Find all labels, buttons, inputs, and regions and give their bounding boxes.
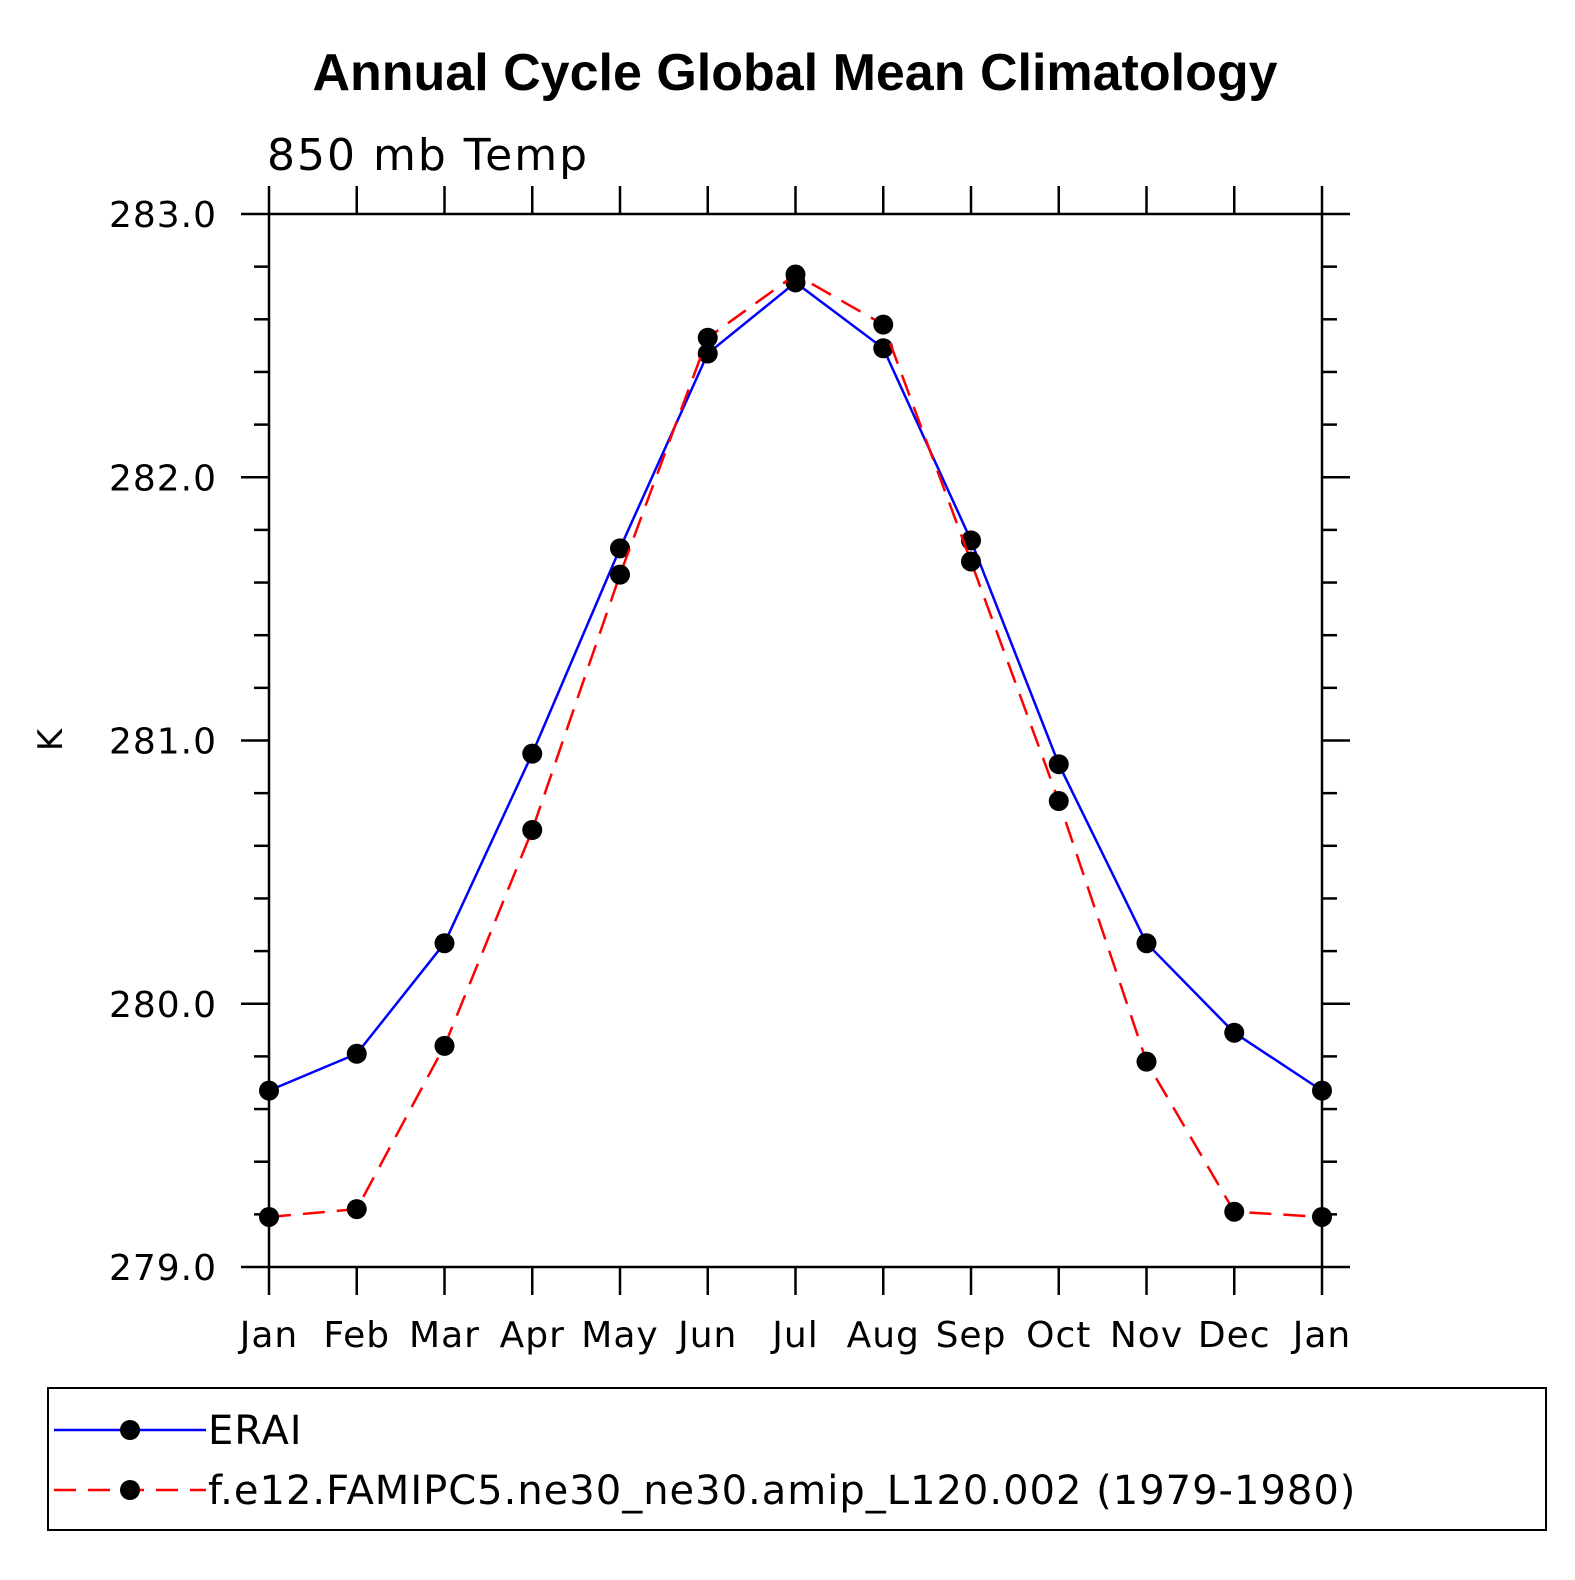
series-line: [268, 280, 1323, 1092]
y-tick-label: 280.0: [109, 985, 217, 1026]
legend-item: ERAI: [54, 1408, 303, 1454]
legend: ERAI f.e12.FAMIPC5.ne30_ne30.amip_L120.00…: [47, 1387, 1547, 1531]
data-point: [873, 338, 894, 359]
x-tick-label: Jan: [238, 1315, 299, 1356]
data-point: [610, 564, 630, 585]
x-tick-label: Jul: [770, 1315, 818, 1356]
data-point: [434, 1035, 455, 1056]
series-layer: [259, 264, 1332, 1227]
x-tick-label: Apr: [500, 1315, 565, 1356]
chart-title: Annual Cycle Global Mean Climatology: [312, 44, 1277, 102]
data-point: [1048, 754, 1069, 775]
data-point: [1224, 1201, 1245, 1222]
legend-label: ERAI: [208, 1408, 303, 1454]
series-2: [259, 264, 1332, 1227]
series-line: [268, 273, 1323, 1219]
data-point: [1048, 791, 1069, 812]
legend-marker: [120, 1420, 140, 1440]
y-tick-label: 281.0: [109, 722, 217, 763]
y-axis-label: K: [31, 727, 71, 751]
x-tick-label: Aug: [847, 1315, 920, 1356]
data-point: [346, 1199, 367, 1220]
data-point: [259, 1206, 279, 1227]
data-point: [697, 327, 718, 348]
x-tick-label: Dec: [1198, 1315, 1271, 1356]
data-point: [259, 1080, 279, 1101]
x-tick-label: Oct: [1026, 1315, 1091, 1356]
data-point: [785, 264, 806, 285]
legend-box: [47, 1387, 1547, 1531]
x-tick-label: Feb: [323, 1315, 390, 1356]
data-point: [522, 743, 543, 764]
plot-frame: [267, 212, 1324, 1269]
legend-item: f.e12.FAMIPC5.ne30_ne30.amip_L120.002 (1…: [54, 1468, 1356, 1514]
y-tick-label: 282.0: [109, 458, 217, 499]
x-tick-label: May: [581, 1315, 658, 1356]
data-point: [697, 343, 718, 364]
y-tick-label: 279.0: [109, 1248, 217, 1289]
data-point: [1312, 1080, 1332, 1101]
legend-marker: [120, 1480, 140, 1500]
x-tick-label: Nov: [1110, 1315, 1183, 1356]
x-tick-label: Sep: [936, 1315, 1007, 1356]
data-point: [346, 1043, 367, 1064]
series-1: [259, 272, 1332, 1101]
x-tick-label: Jun: [676, 1315, 737, 1356]
data-point: [1312, 1206, 1332, 1227]
data-point: [873, 314, 894, 335]
x-tick-label: Mar: [409, 1315, 480, 1356]
x-tick-label: Jan: [1291, 1315, 1352, 1356]
data-point: [434, 933, 455, 954]
data-point: [1136, 933, 1157, 954]
axes: 279.0 280.0 281.0 282.0 283.0 Jan Feb Mar Apr May…: [109, 186, 1352, 1356]
data-point: [1224, 1022, 1245, 1043]
data-point: [961, 551, 981, 572]
chart-subtitle: 850 mb Temp: [267, 130, 589, 181]
data-point: [522, 820, 543, 841]
legend-label: f.e12.FAMIPC5.ne30_ne30.amip_L120.002 (1…: [208, 1468, 1356, 1514]
data-point: [1136, 1051, 1157, 1072]
y-tick-label: 283.0: [109, 195, 217, 236]
data-point: [610, 538, 630, 559]
